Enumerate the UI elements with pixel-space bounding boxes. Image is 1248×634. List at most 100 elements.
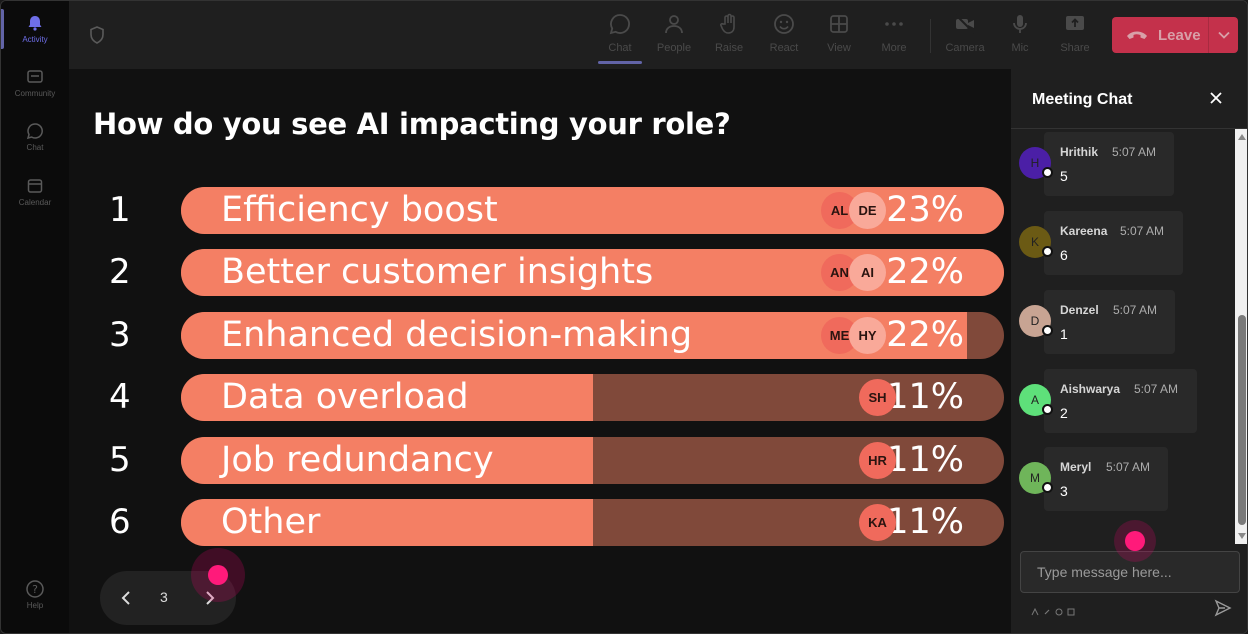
community-icon: [25, 67, 45, 87]
app-rail: Activity Community Chat Calendar ? Help: [1, 1, 69, 633]
format-toolbar: [1031, 603, 1075, 616]
chevron-down-icon[interactable]: [1208, 17, 1238, 53]
rail-item-chat[interactable]: Chat: [1, 121, 69, 152]
scroll-up-arrow-icon[interactable]: [1238, 134, 1246, 140]
leave-button-label: Leave: [1158, 26, 1201, 44]
mic-button-label: Mic: [1011, 42, 1029, 54]
help-icon: ?: [25, 579, 45, 599]
voter-avatar: AI: [849, 254, 886, 291]
presence-status-dot: [1042, 482, 1053, 493]
voter-avatar: HR: [859, 442, 896, 479]
page-number: 3: [160, 589, 168, 605]
poll-option-percent: 23%: [886, 190, 964, 230]
rail-item-calendar[interactable]: Calendar: [1, 176, 69, 207]
poll-option-percent: 11%: [886, 440, 964, 480]
rail-item-help[interactable]: ? Help: [1, 579, 69, 610]
chat-scrollbar[interactable]: [1235, 129, 1247, 544]
gif-icon[interactable]: [1067, 603, 1075, 616]
sender-avatar[interactable]: D: [1019, 305, 1053, 337]
cursor-indicator: [191, 548, 245, 602]
format-icon[interactable]: [1031, 603, 1039, 616]
shield-icon[interactable]: [87, 25, 107, 45]
poll-option-fill: [181, 437, 593, 484]
sender-avatar[interactable]: H: [1019, 147, 1053, 179]
chevron-left-icon[interactable]: [114, 586, 138, 610]
message-time: 5:07 AM: [1134, 382, 1179, 396]
poll-question: How do you see AI impacting your role?: [93, 107, 731, 141]
message-text: 5: [1060, 168, 1068, 184]
avatar-initial: K: [1030, 235, 1039, 249]
presence-status-dot: [1042, 246, 1053, 257]
people-button[interactable]: People: [649, 11, 699, 61]
poll-option-bar: Better customer insights 22% AN AI: [181, 249, 1004, 296]
poll-option-label: Enhanced decision-making: [221, 315, 693, 355]
option-number: 4: [109, 377, 131, 417]
scrollbar-thumb[interactable]: [1238, 315, 1246, 525]
rail-label-community: Community: [14, 89, 56, 98]
poll-option-percent: 22%: [886, 252, 964, 292]
sender-avatar[interactable]: M: [1019, 462, 1053, 494]
react-button[interactable]: React: [759, 11, 809, 61]
message-text: 1: [1060, 326, 1068, 342]
message-time: 5:07 AM: [1112, 145, 1157, 159]
camera-button[interactable]: Camera: [940, 11, 990, 61]
chat-message[interactable]: Kareena 5:07 AM 6: [1044, 211, 1183, 275]
option-number: 5: [109, 440, 131, 480]
people-icon: [661, 11, 687, 37]
chat-button[interactable]: Chat: [595, 11, 645, 64]
attach-icon[interactable]: [1043, 603, 1051, 615]
camera-button-label: Camera: [945, 42, 985, 54]
message-time: 5:07 AM: [1120, 224, 1165, 238]
view-button-label: View: [827, 42, 851, 54]
chat-message[interactable]: Denzel 5:07 AM 1: [1044, 290, 1175, 354]
react-button-label: React: [769, 42, 799, 54]
chat-message[interactable]: Hrithik 5:07 AM 5: [1044, 132, 1174, 196]
chat-header: Meeting Chat: [1011, 69, 1247, 129]
message-sender: Hrithik: [1060, 145, 1099, 159]
raise-hand-button[interactable]: Raise: [704, 11, 754, 61]
raise-button-label: Raise: [714, 42, 744, 54]
chat-message[interactable]: Meryl 5:07 AM 3: [1044, 447, 1168, 511]
mic-button[interactable]: Mic: [995, 11, 1045, 61]
message-time: 5:07 AM: [1113, 303, 1158, 317]
poll-option-percent: 11%: [886, 502, 964, 542]
hand-icon: [716, 11, 742, 37]
sender-avatar[interactable]: K: [1019, 226, 1053, 258]
sender-avatar[interactable]: A: [1019, 384, 1053, 416]
chat-icon: [25, 121, 45, 141]
scroll-down-arrow-icon[interactable]: [1238, 533, 1246, 539]
option-number: 3: [109, 315, 131, 355]
message-text: 2: [1060, 405, 1068, 421]
leave-button[interactable]: Leave: [1112, 17, 1238, 53]
rail-item-community[interactable]: Community: [1, 67, 69, 98]
toolbar-divider: [930, 19, 931, 53]
message-sender: Aishwarya: [1060, 382, 1121, 396]
option-number: 6: [109, 502, 131, 542]
poll-option-bar: Efficiency boost 23% AL DE: [181, 187, 1004, 234]
avatar-initial: D: [1030, 314, 1040, 328]
chat-message[interactable]: Aishwarya 5:07 AM 2: [1044, 369, 1197, 433]
presence-status-dot: [1042, 167, 1053, 178]
poll-option-bar: Enhanced decision-making 22% ME HY: [181, 312, 1004, 359]
poll-option-fill: [181, 374, 593, 421]
emoji-icon[interactable]: [1055, 603, 1063, 616]
rail-label-calendar: Calendar: [18, 198, 52, 207]
view-button[interactable]: View: [814, 11, 864, 61]
mic-icon: [1007, 11, 1033, 37]
poll-option-label: Other: [221, 502, 321, 542]
camera-off-icon: [952, 11, 978, 37]
poll-option-percent: 11%: [886, 377, 964, 417]
poll-option-fill: [181, 499, 593, 546]
share-button[interactable]: Share: [1050, 11, 1100, 61]
meeting-chat-panel: Meeting Chat Hrithik 5:07 AM 5 H Kareena 5:07…: [1011, 69, 1247, 633]
send-icon[interactable]: [1214, 599, 1234, 619]
grid-view-icon: [826, 11, 852, 37]
hang-up-icon: [1126, 29, 1148, 41]
close-icon[interactable]: [1209, 91, 1225, 107]
rail-label-activity: Activity: [22, 35, 48, 44]
rail-item-activity[interactable]: Activity: [1, 9, 69, 49]
rail-label-chat: Chat: [26, 143, 44, 152]
more-button-label: More: [881, 42, 907, 54]
more-button[interactable]: More: [869, 11, 919, 61]
